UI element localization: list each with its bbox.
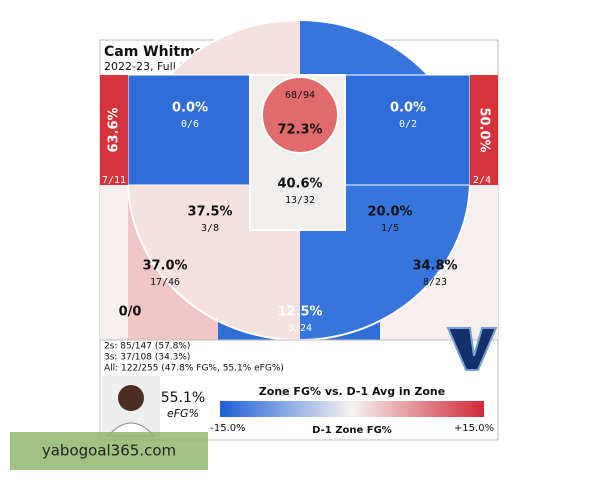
zone-pct: 72.3% <box>277 123 322 138</box>
legend-min: -15.0% <box>210 423 245 434</box>
zone-shots: 0/6 <box>181 119 199 130</box>
zone-shots: 13/32 <box>285 195 315 206</box>
legend-axis: D-1 Zone FG% <box>312 425 392 436</box>
player-photo-head <box>118 385 144 411</box>
watermark-box <box>10 432 208 470</box>
team-logo <box>446 327 498 371</box>
legend-scale <box>220 401 484 417</box>
zone-shots: 8/23 <box>423 277 447 288</box>
zone-shots: 3/24 <box>288 323 312 334</box>
zone-shots: 3/8 <box>201 223 219 234</box>
total-line: 3s: 37/108 (34.3%) <box>104 353 190 363</box>
zone-shots: 1/5 <box>381 223 399 234</box>
zone-pct: 63.6% <box>107 107 122 152</box>
zone-pct: 50.0% <box>477 107 492 152</box>
watermark: yabogoal365.com <box>42 442 176 460</box>
zone-pct: 37.5% <box>187 205 232 220</box>
zone-pct: 20.0% <box>367 205 412 220</box>
zone-shots: 68/94 <box>285 90 315 101</box>
zone-shots: 0/2 <box>399 119 417 130</box>
zone-pct: 40.6% <box>277 177 322 192</box>
zone-shots: 0/0 <box>119 305 142 320</box>
legend-max: +15.0% <box>454 423 494 434</box>
total-line: All: 122/255 (47.8% FG%, 55.1% eFG%) <box>104 364 284 374</box>
zone-pct: 0.0% <box>172 101 208 116</box>
efg-value: 55.1% <box>161 390 205 406</box>
zone-pct: 34.8% <box>412 259 457 274</box>
zone-pct: 12.5% <box>277 305 322 320</box>
total-line: 2s: 85/147 (57.8%) <box>104 342 190 352</box>
zone-shots: 2/4 <box>473 175 491 186</box>
zone-shots: 7/11 <box>102 175 126 186</box>
zone-shots: 17/46 <box>150 277 180 288</box>
zone-pct: 37.0% <box>142 259 187 274</box>
zone-pct: 0.0% <box>390 101 426 116</box>
efg-label: eFG% <box>167 407 199 420</box>
legend-title: Zone FG% vs. D-1 Avg in Zone <box>259 385 445 398</box>
